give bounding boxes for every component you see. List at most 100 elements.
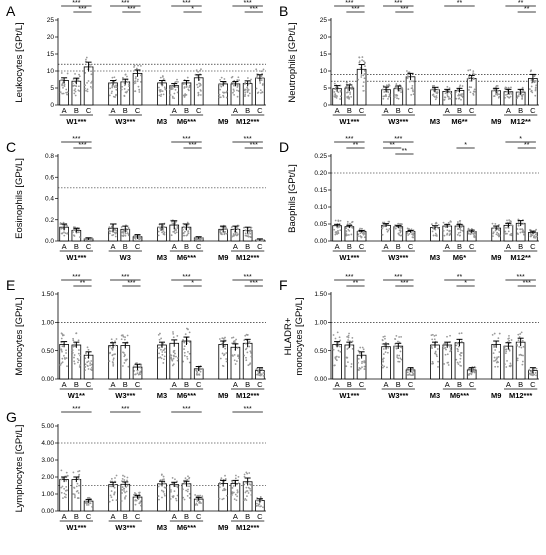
data-point — [83, 365, 86, 368]
data-point — [498, 351, 501, 353]
x-category-label: B — [184, 106, 189, 115]
data-point — [434, 232, 437, 235]
data-point — [115, 499, 118, 501]
data-point — [233, 93, 236, 96]
data-point — [518, 93, 521, 95]
x-category-label: A — [445, 106, 450, 115]
data-point — [248, 472, 251, 474]
data-point — [66, 93, 69, 96]
data-point — [362, 348, 365, 351]
x-category-label: C — [257, 512, 263, 521]
data-point — [262, 68, 265, 71]
data-point — [71, 82, 74, 85]
data-point — [492, 235, 494, 238]
data-point — [345, 229, 347, 232]
data-point — [256, 75, 259, 77]
data-point — [109, 87, 112, 90]
x-category-label: B — [74, 512, 79, 521]
data-point — [133, 80, 135, 83]
data-point — [60, 332, 63, 335]
data-point — [232, 84, 235, 87]
data-point — [235, 231, 238, 234]
data-point — [472, 93, 475, 96]
data-point — [437, 360, 439, 363]
data-point — [65, 485, 68, 488]
data-point — [473, 371, 476, 374]
data-point — [161, 90, 164, 93]
data-point — [87, 80, 90, 82]
data-point — [351, 221, 353, 224]
data-point — [259, 89, 262, 92]
y-tick-label: 0.05 — [314, 221, 327, 228]
data-point — [522, 93, 525, 96]
data-point — [86, 504, 88, 506]
data-point — [531, 374, 534, 377]
data-point — [382, 85, 385, 87]
data-point — [361, 362, 363, 365]
data-point — [72, 493, 75, 495]
data-point — [160, 348, 162, 351]
data-point — [458, 234, 461, 237]
data-point — [412, 234, 414, 236]
x-category-label: B — [74, 380, 79, 389]
bar — [120, 345, 131, 380]
data-point — [72, 337, 74, 340]
data-point — [77, 477, 80, 480]
data-point — [259, 374, 262, 376]
data-point — [85, 502, 88, 505]
data-point — [431, 88, 434, 90]
data-point — [120, 226, 123, 228]
data-point — [237, 228, 239, 230]
data-point — [493, 360, 495, 362]
data-point — [364, 89, 367, 92]
data-point — [520, 354, 523, 357]
data-point — [449, 334, 451, 337]
data-point — [163, 478, 165, 481]
data-point — [174, 485, 177, 488]
data-point — [447, 364, 450, 366]
data-point — [460, 229, 462, 232]
data-point — [187, 81, 189, 84]
data-point — [90, 360, 93, 362]
data-point — [411, 85, 414, 87]
data-point — [161, 231, 163, 234]
x-category-label: B — [518, 106, 523, 115]
data-point — [337, 229, 339, 232]
data-point — [383, 221, 386, 224]
data-point — [84, 239, 87, 241]
data-point — [61, 92, 64, 95]
group-label: W1*** — [339, 117, 359, 126]
data-point — [249, 350, 252, 353]
data-point — [169, 94, 172, 96]
data-point — [388, 93, 391, 96]
data-point — [187, 488, 189, 491]
data-points — [393, 83, 403, 100]
data-point — [162, 228, 165, 230]
data-point — [111, 90, 113, 93]
data-point — [163, 494, 166, 497]
data-point — [509, 91, 512, 94]
data-point — [61, 350, 63, 353]
data-point — [246, 91, 249, 94]
data-point — [457, 93, 460, 96]
data-point — [122, 351, 125, 354]
data-points — [357, 56, 367, 92]
data-point — [457, 90, 460, 92]
data-point — [74, 226, 76, 229]
data-point — [222, 497, 225, 500]
x-category-label: A — [62, 380, 67, 389]
data-points — [120, 334, 130, 368]
data-point — [361, 232, 364, 235]
data-point — [508, 348, 511, 351]
data-point — [457, 232, 460, 234]
data-point — [134, 499, 137, 501]
data-point — [197, 92, 200, 94]
x-category-label: A — [233, 512, 238, 521]
data-point — [517, 95, 520, 97]
data-points — [194, 68, 202, 97]
significance-label: *** — [517, 274, 525, 281]
data-point — [339, 98, 341, 100]
data-point — [469, 69, 472, 71]
data-point — [78, 484, 80, 487]
data-point — [133, 365, 135, 368]
